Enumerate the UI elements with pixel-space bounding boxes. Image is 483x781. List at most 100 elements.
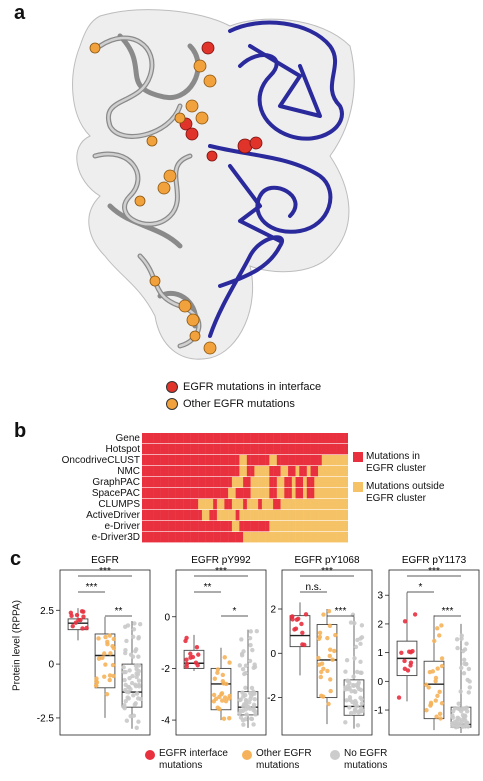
heatmap-cell — [171, 488, 176, 499]
y-tick-label: 0 — [270, 649, 276, 660]
heatmap-cell — [254, 455, 259, 466]
data-point — [223, 698, 229, 704]
heatmap-cell — [284, 455, 289, 466]
data-point — [111, 673, 116, 679]
data-point — [355, 723, 361, 728]
data-point — [296, 616, 301, 621]
heatmap-cell — [344, 477, 348, 488]
data-point — [219, 692, 224, 697]
data-point — [412, 612, 418, 617]
heatmap-cell — [198, 466, 203, 477]
heatmap-cell — [291, 455, 296, 466]
heatmap-cell — [310, 499, 315, 510]
heatmap-cell — [198, 488, 203, 499]
heatmap-cell — [273, 488, 278, 499]
data-point — [332, 648, 337, 654]
data-point — [356, 710, 361, 715]
heatmap-cell — [273, 433, 278, 444]
heatmap-cell — [224, 466, 229, 477]
data-point — [238, 697, 243, 702]
heatmap-cell — [142, 499, 146, 510]
heatmap-cell — [273, 477, 278, 488]
heatmap-cell — [265, 532, 270, 543]
heatmap-cell — [261, 466, 266, 477]
heatmap-cell — [160, 532, 165, 543]
heatmap-cell — [321, 510, 326, 521]
data-point — [358, 687, 364, 693]
heatmap-cell — [303, 488, 307, 499]
heatmap-cell — [318, 466, 322, 477]
heatmap-cell — [306, 488, 311, 499]
data-point — [359, 670, 364, 676]
y-tick-label: -2 — [161, 664, 170, 675]
heatmap-cell — [280, 433, 285, 444]
data-point — [103, 634, 108, 640]
heatmap-cell — [213, 532, 218, 543]
heatmap-cell — [142, 532, 146, 543]
heatmap-cell — [194, 444, 199, 455]
data-point — [434, 714, 439, 719]
data-point — [302, 642, 307, 648]
data-point — [243, 663, 249, 668]
data-point — [248, 629, 254, 634]
heatmap-cell — [295, 433, 300, 444]
heatmap-cell — [250, 532, 255, 543]
data-point — [439, 656, 445, 661]
heatmap-cell — [329, 433, 334, 444]
heatmap-cell — [284, 521, 289, 532]
heatmap-cell — [160, 488, 165, 499]
plot-frame — [175, 569, 267, 736]
data-point — [219, 698, 225, 703]
data-point — [347, 695, 353, 700]
heatmap-cell — [231, 510, 236, 521]
heatmap-cell — [160, 466, 165, 477]
data-point — [303, 612, 309, 617]
box — [121, 663, 143, 708]
heatmap-cell — [153, 499, 158, 510]
heatmap-cell — [329, 488, 334, 499]
heatmap-cell — [156, 466, 161, 477]
y-tick-label: -2 — [267, 693, 276, 704]
heatmap-cell — [149, 477, 154, 488]
legend-interface: EGFR interface mutations — [145, 748, 228, 772]
heatmap-cell — [254, 488, 259, 499]
heatmap-cell — [220, 488, 225, 499]
heatmap-cell — [231, 488, 236, 499]
heatmap-cell — [168, 466, 173, 477]
heatmap-cell — [198, 477, 203, 488]
heatmap-cell — [344, 444, 348, 455]
data-point — [96, 636, 101, 641]
data-point — [96, 656, 102, 661]
heatmap-cell — [220, 499, 225, 510]
heatmap-cell — [216, 488, 221, 499]
heatmap-cell — [333, 532, 337, 543]
heatmap-cell — [325, 499, 330, 510]
data-point — [190, 654, 196, 660]
heatmap-cell — [258, 510, 263, 521]
heatmap-cell — [220, 444, 225, 455]
heatmap-cell — [344, 532, 348, 543]
heatmap-cell — [160, 521, 165, 532]
row-label-activedriver: ActiveDriver — [86, 510, 140, 521]
heatmap-cell — [321, 532, 326, 543]
heatmap-cell — [186, 532, 191, 543]
heatmap-cell — [164, 499, 169, 510]
heatmap-cell — [156, 444, 161, 455]
heatmap-cell — [142, 477, 146, 488]
heatmap-cell — [299, 510, 304, 521]
heatmap-cell — [186, 510, 191, 521]
y-tick-label: 0 — [377, 677, 383, 688]
heatmap-cell — [291, 510, 296, 521]
heatmap-cell — [228, 510, 233, 521]
data-point — [467, 685, 473, 690]
heatmap-cell — [333, 499, 337, 510]
data-point — [104, 692, 110, 697]
heatmap-cell — [186, 488, 191, 499]
data-point — [215, 670, 220, 675]
significance-label: *** — [86, 582, 98, 593]
data-point — [456, 716, 461, 721]
heatmap-cell — [209, 510, 214, 521]
heatmap-cell — [201, 532, 206, 543]
data-point — [70, 623, 75, 629]
data-point — [123, 669, 128, 675]
